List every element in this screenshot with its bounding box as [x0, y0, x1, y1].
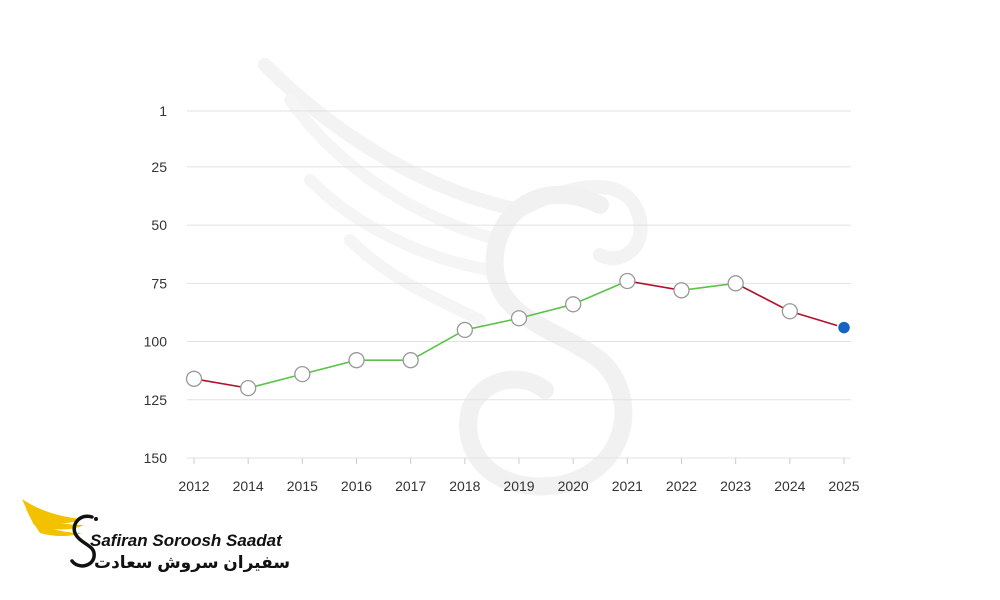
y-tick-label: 100	[144, 334, 168, 350]
series-segment	[193, 378, 249, 389]
y-tick-label: 1	[159, 103, 167, 119]
y-tick-label: 25	[151, 159, 167, 175]
x-tick-label: 2024	[774, 478, 805, 494]
series-segment	[681, 282, 736, 292]
data-point[interactable]	[781, 303, 798, 320]
data-point[interactable]	[510, 310, 528, 327]
y-tick-label: 150	[144, 450, 168, 466]
x-tick-label: 2022	[666, 478, 697, 494]
x-tick-label: 2019	[503, 478, 534, 494]
data-point[interactable]	[673, 282, 690, 299]
data-point[interactable]	[727, 275, 744, 292]
company-logo: Safiran Soroosh Saadat سفیران سروش سعادت	[20, 495, 320, 575]
x-tick-label: 2023	[720, 478, 751, 494]
y-tick-label: 75	[151, 275, 167, 291]
x-tick-label: 2014	[233, 478, 264, 494]
data-point[interactable]	[185, 370, 203, 387]
data-point[interactable]	[240, 379, 257, 397]
wing-s-emblem-icon	[258, 58, 648, 496]
data-point[interactable]	[456, 321, 473, 339]
data-point[interactable]	[402, 352, 419, 369]
y-tick-label: 125	[144, 392, 168, 408]
company-name-en: Safiran Soroosh Saadat	[90, 531, 282, 550]
data-point[interactable]	[565, 296, 582, 313]
data-point[interactable]	[619, 272, 636, 290]
x-tick-label: 2020	[558, 478, 589, 494]
series-segment	[247, 373, 303, 389]
x-tick-label: 2012	[178, 478, 209, 494]
y-tick-label: 50	[151, 217, 167, 233]
data-point-current[interactable]	[836, 320, 852, 335]
x-tick-label: 2015	[287, 478, 318, 494]
x-tick-label: 2016	[341, 478, 372, 494]
company-name-fa: سفیران سروش سعادت	[94, 553, 291, 572]
series-segment	[789, 310, 845, 329]
series-segment	[302, 359, 357, 375]
golden-wing-logo-icon	[22, 499, 98, 568]
data-point[interactable]	[348, 352, 365, 369]
series-segment	[410, 329, 466, 361]
data-point[interactable]	[294, 366, 311, 383]
x-tick-label: 2017	[395, 478, 426, 494]
x-tick-label: 2018	[449, 478, 480, 494]
x-tick-label: 2025	[828, 478, 859, 494]
series-segment	[735, 282, 791, 312]
series-segment	[627, 280, 682, 292]
series-segment	[572, 280, 628, 306]
series-segment	[464, 317, 520, 331]
x-tick-label: 2021	[612, 478, 643, 494]
series-segment	[518, 303, 574, 320]
